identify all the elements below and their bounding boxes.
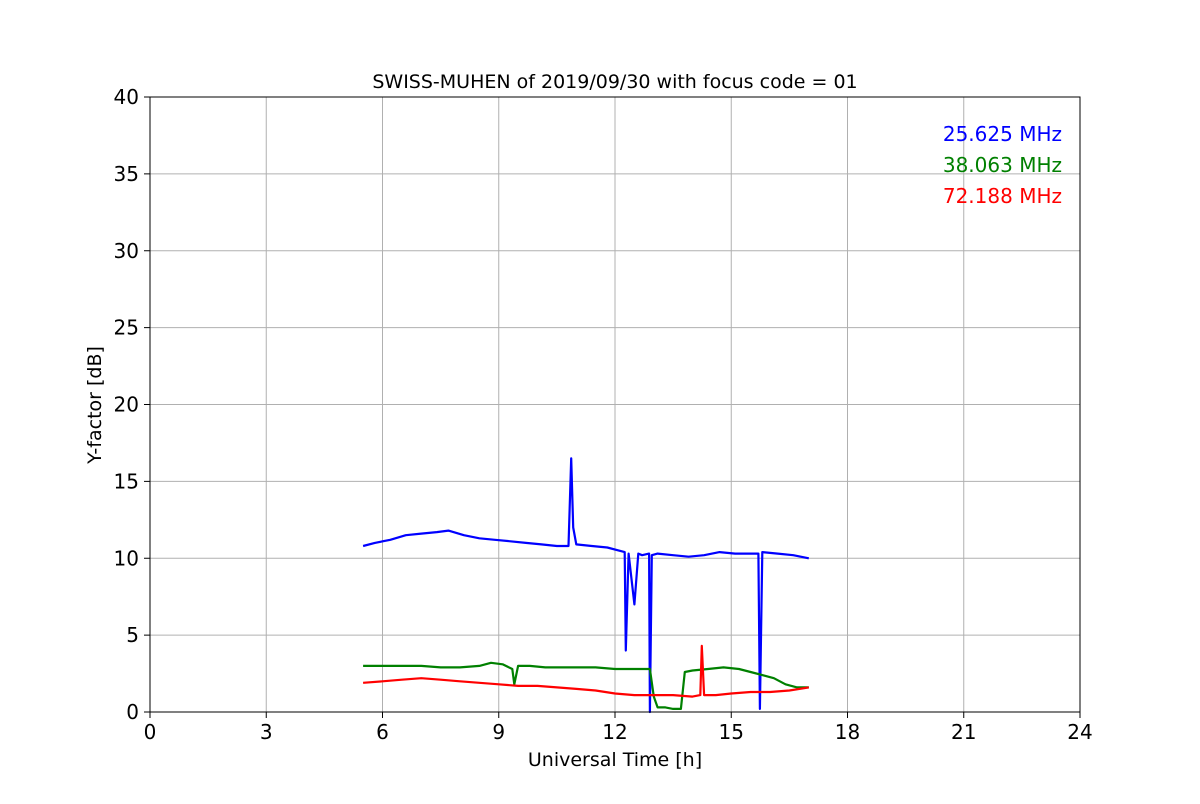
x-axis-label: Universal Time [h] (528, 749, 702, 771)
series-line-1 (362, 457, 810, 714)
y-tick-label: 5 (126, 623, 139, 647)
y-tick-label: 20 (114, 393, 139, 417)
x-tick-label: 0 (144, 720, 157, 744)
series-group (362, 457, 810, 714)
legend-entry-3: 72.188 MHz (943, 184, 1062, 208)
y-axis-ticks: 0 5 10 15 20 25 30 35 40 (114, 85, 150, 724)
x-tick-label: 18 (835, 720, 860, 744)
y-axis-label: Y-factor [dB] (84, 346, 106, 465)
y-tick-label: 0 (126, 700, 139, 724)
x-tick-label: 21 (951, 720, 976, 744)
y-tick-label: 35 (114, 162, 139, 186)
y-tick-label: 25 (114, 316, 139, 340)
legend-entry-1: 25.625 MHz (943, 122, 1062, 146)
x-tick-label: 6 (376, 720, 389, 744)
x-tick-label: 24 (1067, 720, 1092, 744)
y-tick-label: 40 (114, 85, 139, 109)
x-tick-label: 9 (492, 720, 505, 744)
y-tick-label: 15 (114, 469, 139, 493)
y-tick-label: 10 (114, 546, 139, 570)
chart-title: SWISS-MUHEN of 2019/09/30 with focus cod… (372, 71, 857, 93)
y-tick-label: 30 (114, 239, 139, 263)
x-axis-ticks: 0 3 6 9 12 15 18 21 24 (144, 712, 1093, 744)
x-tick-label: 12 (602, 720, 627, 744)
x-tick-label: 15 (719, 720, 744, 744)
legend-entry-2: 38.063 MHz (943, 153, 1062, 177)
x-tick-label: 3 (260, 720, 273, 744)
legend: 25.625 MHz 38.063 MHz 72.188 MHz (943, 122, 1062, 208)
series-line-3 (363, 644, 809, 698)
series-line-2 (363, 661, 809, 711)
